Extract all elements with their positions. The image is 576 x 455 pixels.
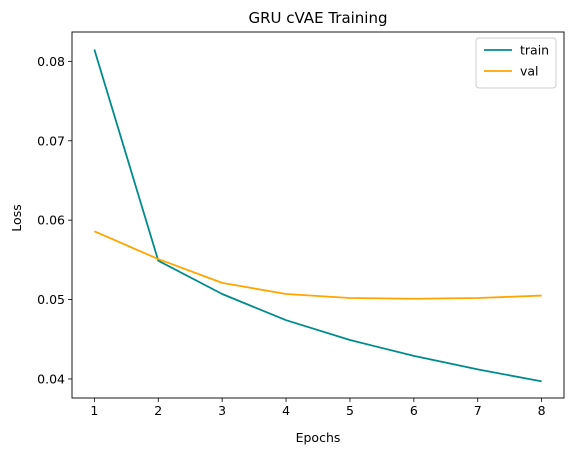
x-tick-label: 2 (154, 403, 162, 418)
x-tick-label: 5 (346, 403, 354, 418)
legend-label-val: val (520, 64, 539, 79)
plot-area (93, 49, 542, 383)
y-tick-label: 0.08 (37, 54, 65, 69)
x-tick-label: 3 (218, 403, 226, 418)
series-line-val (94, 230, 542, 300)
plot-frame (71, 31, 565, 399)
x-axis-label: Epochs (296, 430, 341, 445)
chart-title: GRU cVAE Training (248, 9, 387, 27)
legend: train val (475, 37, 557, 89)
axis-ticks: 1 2 3 4 5 6 7 8 0.04 0.05 0.06 0.07 0.08 (37, 54, 546, 418)
y-tick-label: 0.05 (37, 292, 65, 307)
x-tick-label: 8 (538, 403, 546, 418)
x-tick-label: 1 (90, 403, 98, 418)
series-line-train (93, 49, 542, 383)
x-tick-label: 7 (474, 403, 482, 418)
y-tick-label: 0.06 (37, 213, 65, 228)
y-tick-label: 0.07 (37, 133, 65, 148)
y-tick-label: 0.04 (37, 371, 65, 386)
legend-label-train: train (520, 43, 549, 58)
x-tick-label: 4 (282, 403, 290, 418)
y-axis-label: Loss (9, 204, 24, 231)
x-tick-label: 6 (410, 403, 418, 418)
